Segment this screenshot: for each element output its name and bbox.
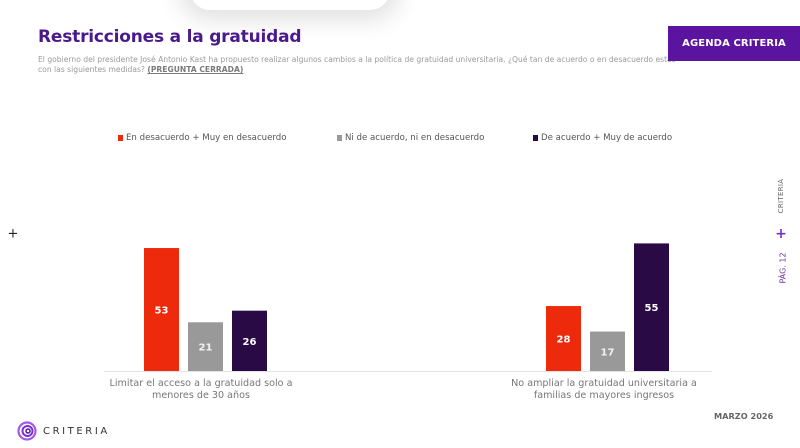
bar-1-series-1	[144, 248, 179, 371]
top-shadow-decoration	[190, 0, 390, 10]
data-label-2-series-2: 17	[601, 347, 615, 358]
data-label-2-series-1: 28	[557, 335, 571, 346]
logo-text: CRITERIA	[43, 425, 110, 437]
bar-1-series-2	[188, 322, 223, 371]
legend-label-disagree: En desacuerdo + Muy en desacuerdo	[126, 133, 287, 143]
legend-swatch-agree	[533, 135, 538, 141]
category-label-2: No ampliar la gratuidad universitaria a …	[511, 378, 697, 401]
side-brand-label: CRITERIA	[777, 178, 785, 214]
page-title: Restricciones a la gratuidad	[38, 27, 302, 47]
page-subtitle: El gobierno del presidente José Antonio …	[38, 55, 678, 75]
side-plus-icon: +	[775, 226, 787, 242]
bar-2-series-1	[546, 306, 581, 371]
legend-swatch-disagree	[118, 135, 123, 141]
data-label-2-series-3: 55	[645, 303, 659, 314]
subtitle-text: El gobierno del presidente José Antonio …	[38, 55, 676, 74]
legend-item-neutral: Ni de acuerdo, ni en desacuerdo	[337, 133, 484, 143]
legend-swatch-neutral	[337, 135, 342, 141]
criteria-logo-icon	[17, 421, 37, 441]
chart-legend: En desacuerdo + Muy en desacuerdo Ni de …	[0, 133, 800, 147]
bar-2-series-2	[590, 331, 625, 371]
criteria-logo: CRITERIA	[17, 421, 110, 441]
legend-label-neutral: Ni de acuerdo, ni en desacuerdo	[345, 133, 485, 143]
bar-1-series-3	[232, 310, 267, 371]
agenda-criteria-button[interactable]: AGENDA CRITERIA	[668, 26, 800, 61]
legend-label-agree: De acuerdo + Muy de acuerdo	[541, 133, 673, 143]
data-label-1-series-3: 26	[243, 337, 257, 348]
question-type-tag: (PREGUNTA CERRADA)	[147, 65, 244, 74]
data-label-1-series-1: 53	[155, 306, 169, 317]
legend-item-disagree: En desacuerdo + Muy en desacuerdo	[118, 133, 287, 143]
data-label-1-series-2: 21	[199, 343, 213, 354]
page-number: PÁG. 12	[778, 252, 788, 284]
plus-marker-icon: +	[7, 226, 19, 242]
legend-item-agree: De acuerdo + Muy de acuerdo	[533, 133, 672, 143]
bar-2-series-3	[634, 243, 669, 371]
report-date: MARZO 2026	[714, 411, 774, 421]
category-label-1: Limitar el acceso a la gratuidad solo a …	[109, 378, 293, 401]
